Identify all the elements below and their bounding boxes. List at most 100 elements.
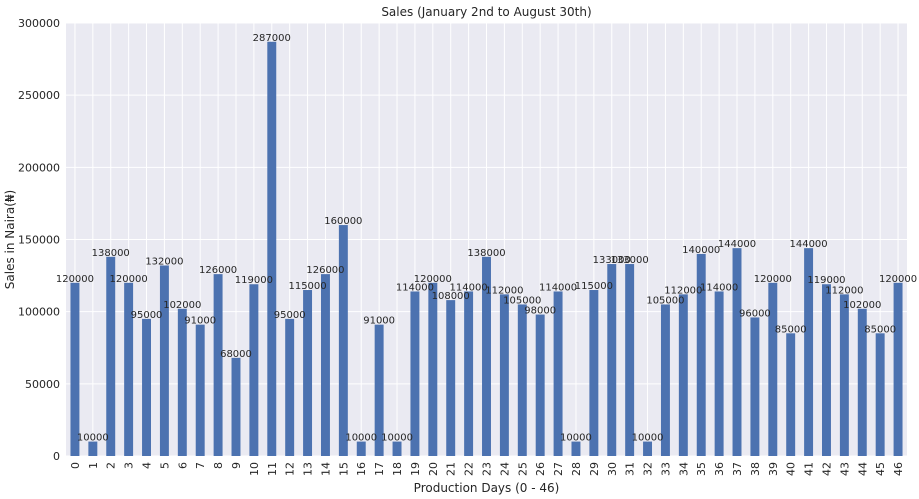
bar (303, 290, 313, 456)
x-tick-label: 31 (624, 462, 637, 476)
chart-title: Sales (January 2nd to August 30th) (381, 5, 591, 19)
data-label: 144000 (718, 239, 756, 250)
data-label: 105000 (646, 295, 684, 306)
bar (750, 317, 760, 456)
data-label: 102000 (843, 300, 881, 311)
x-tick-label: 41 (803, 462, 816, 476)
bar (338, 225, 348, 456)
data-label: 120000 (879, 274, 917, 285)
data-label: 112000 (825, 285, 863, 296)
x-tick-label: 14 (319, 462, 332, 476)
x-tick-label: 11 (266, 462, 279, 476)
bar (768, 282, 778, 456)
data-label: 108000 (432, 291, 470, 302)
bar (786, 333, 796, 456)
bar (356, 441, 366, 456)
data-label: 10000 (381, 433, 413, 444)
x-tick-label: 1 (87, 462, 100, 469)
bar (88, 441, 98, 456)
data-label: 91000 (363, 316, 395, 327)
bar (374, 324, 384, 456)
bar (571, 441, 581, 456)
bar (732, 248, 742, 456)
x-tick-label: 15 (337, 462, 350, 476)
data-label: 138000 (467, 248, 505, 259)
data-label: 112000 (664, 285, 702, 296)
x-tick-label: 21 (445, 462, 458, 476)
y-tick-label: 150000 (18, 234, 60, 247)
x-tick-label: 42 (820, 462, 833, 476)
bar (589, 290, 599, 456)
bar (231, 357, 241, 456)
x-tick-label: 34 (677, 462, 690, 476)
x-tick-label: 20 (427, 462, 440, 476)
y-tick-label: 50000 (25, 378, 60, 391)
x-tick-label: 44 (856, 462, 869, 476)
y-tick-labels: 0 50000 100000 150000 200000 250000 300000 (18, 17, 60, 463)
data-label: 114000 (396, 282, 434, 293)
data-label: 126000 (199, 265, 237, 276)
data-label: 120000 (414, 274, 452, 285)
x-tick-label: 19 (409, 462, 422, 476)
data-label: 10000 (560, 433, 592, 444)
bar (177, 308, 187, 456)
bar (285, 318, 295, 456)
x-tick-label: 29 (588, 462, 601, 476)
bar (696, 253, 706, 456)
y-axis-label: Sales in Naira(₦) (3, 190, 17, 289)
data-label: 120000 (754, 274, 792, 285)
x-tick-label: 39 (767, 462, 780, 476)
bar (643, 441, 653, 456)
bars (70, 41, 903, 456)
x-tick-label: 32 (642, 462, 655, 476)
bar (392, 441, 402, 456)
data-label: 119000 (235, 275, 273, 286)
data-label: 96000 (739, 308, 771, 319)
bar (822, 284, 831, 456)
data-label: 85000 (775, 324, 807, 335)
data-label: 114000 (700, 282, 738, 293)
x-tick-label: 40 (785, 462, 798, 476)
bar (482, 256, 491, 456)
bar (535, 314, 545, 456)
bar (446, 300, 456, 456)
data-label: 105000 (503, 295, 541, 306)
bar (553, 291, 563, 456)
x-tick-label: 7 (194, 462, 207, 469)
x-tick-label: 45 (874, 462, 887, 476)
data-label: 287000 (253, 33, 291, 44)
data-label: 95000 (131, 310, 163, 321)
bar (410, 291, 420, 456)
y-tick-label: 300000 (18, 17, 60, 30)
data-label: 102000 (163, 300, 201, 311)
x-tick-label: 2 (105, 462, 118, 469)
x-tick-label: 3 (123, 462, 136, 469)
bar (607, 264, 617, 456)
y-tick-label: 250000 (18, 89, 60, 102)
data-label: 85000 (864, 324, 896, 335)
x-tick-labels: 0 1 2 3 4 5 6 7 8 9 10 11 12 13 14 15 16 17 18 19 20 21 22 23 24… (69, 462, 905, 476)
data-label: 120000 (110, 274, 148, 285)
x-tick-label: 4 (141, 462, 154, 469)
bar (267, 41, 277, 456)
x-tick-label: 27 (552, 462, 565, 476)
x-tick-label: 36 (713, 462, 726, 476)
data-label: 10000 (632, 433, 664, 444)
bar (159, 265, 169, 456)
data-labels: 120000 10000 138000 120000 95000 132000 102000… (56, 33, 917, 444)
x-tick-label: 33 (659, 462, 672, 476)
bar (106, 256, 116, 456)
data-label: 114000 (450, 282, 488, 293)
data-label: 144000 (789, 239, 827, 250)
x-tick-label: 0 (69, 462, 82, 469)
data-label: 95000 (274, 310, 306, 321)
x-tick-label: 46 (892, 462, 905, 476)
x-tick-label: 43 (838, 462, 851, 476)
x-tick-label: 13 (302, 462, 315, 476)
data-label: 98000 (524, 306, 556, 317)
data-label: 10000 (77, 433, 109, 444)
bar (714, 291, 724, 456)
bar (625, 264, 635, 456)
x-tick-label: 9 (230, 462, 243, 469)
